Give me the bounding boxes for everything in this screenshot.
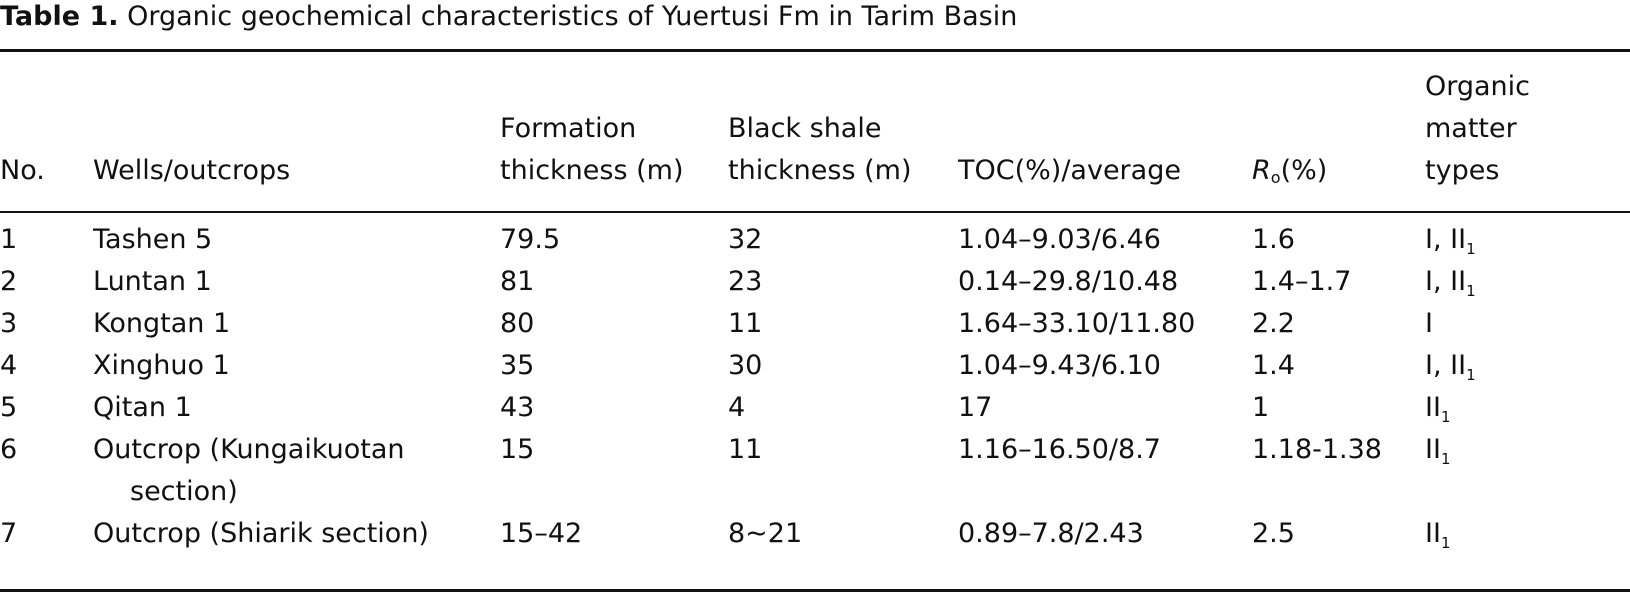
row6-formation: 15: [500, 434, 535, 465]
row4-shale: 30: [728, 350, 763, 381]
row1-well: Tashen 5: [93, 224, 213, 255]
row3-well: Kongtan 1: [93, 308, 231, 339]
row1-no: 1: [0, 224, 18, 255]
row7-formation: 15–42: [500, 518, 583, 549]
row2-toc: 0.14–29.8/10.48: [958, 266, 1179, 297]
row1-toc: 1.04–9.03/6.46: [958, 224, 1161, 255]
row2-om-main: I, II: [1425, 266, 1467, 297]
row1-om-main: I, II: [1425, 224, 1467, 255]
row3-no: 3: [0, 308, 18, 339]
row1-om: I, II1: [1425, 219, 1476, 270]
table-title: Organic geochemical characteristics of Y…: [127, 1, 1018, 32]
row5-om: II1: [1425, 387, 1450, 438]
header-rule: [0, 211, 1630, 213]
row1-formation: 79.5: [500, 224, 561, 255]
row5-no: 5: [0, 392, 18, 423]
row4-om-main: I, II: [1425, 350, 1467, 381]
row1-ro: 1.6: [1252, 224, 1295, 255]
row3-toc: 1.64–33.10/11.80: [958, 308, 1196, 339]
header-formation-line2: thickness (m): [500, 155, 684, 186]
header-no: No.: [0, 155, 45, 186]
bottom-rule: [0, 589, 1630, 592]
row7-toc: 0.89–7.8/2.43: [958, 518, 1144, 549]
row6-om: II1: [1425, 429, 1450, 480]
top-rule: [0, 49, 1630, 52]
row3-om-main: I: [1425, 308, 1433, 339]
row5-ro: 1: [1252, 392, 1270, 423]
row5-om-main: II: [1425, 392, 1441, 423]
row4-toc: 1.04–9.43/6.10: [958, 350, 1161, 381]
header-ro: Ro(%): [1252, 150, 1327, 199]
header-shale-line2: thickness (m): [728, 155, 912, 186]
row6-om-subscript: 1: [1440, 450, 1451, 468]
row6-om-main: II: [1425, 434, 1441, 465]
header-formation-line1: Formation: [500, 113, 637, 144]
header-toc: TOC(%)/average: [958, 155, 1181, 186]
row4-well: Xinghuo 1: [93, 350, 230, 381]
header-om-line1: Organic: [1425, 71, 1531, 102]
row7-om-subscript: 1: [1440, 534, 1451, 552]
row6-well: Outcrop (Kungaikuotan: [93, 434, 405, 465]
header-shale-line1: Black shale: [728, 113, 882, 144]
row7-ro: 2.5: [1252, 518, 1295, 549]
header-ro-unit: (%): [1280, 155, 1328, 186]
row4-om: I, II1: [1425, 345, 1476, 396]
header-wells: Wells/outcrops: [93, 155, 291, 186]
row6-no: 6: [0, 434, 18, 465]
header-ro-symbol: R: [1252, 155, 1271, 186]
row5-om-subscript: 1: [1440, 408, 1451, 426]
row1-om-subscript: 1: [1466, 240, 1476, 258]
row6-toc: 1.16–16.50/8.7: [958, 434, 1161, 465]
row7-no: 7: [0, 518, 18, 549]
row2-om-subscript: 1: [1466, 282, 1476, 300]
row3-om: I: [1425, 303, 1433, 354]
row1-shale: 32: [728, 224, 763, 255]
row7-well: Outcrop (Shiarik section): [93, 518, 429, 549]
row7-om: II1: [1425, 513, 1450, 564]
row3-ro: 2.2: [1252, 308, 1295, 339]
row2-ro: 1.4–1.7: [1252, 266, 1352, 297]
header-om-line3: types: [1425, 155, 1500, 186]
table-caption: Table 1. Organic geochemical characteris…: [0, 0, 1017, 34]
row4-ro: 1.4: [1252, 350, 1295, 381]
row2-formation: 81: [500, 266, 535, 297]
row2-well: Luntan 1: [93, 266, 212, 297]
table-label: Table 1.: [0, 1, 119, 32]
row6-shale: 11: [728, 434, 763, 465]
row5-toc: 17: [958, 392, 993, 423]
row5-shale: 4: [728, 392, 746, 423]
row7-om-main: II: [1425, 518, 1441, 549]
row6-ro: 1.18-1.38: [1252, 434, 1382, 465]
row2-no: 2: [0, 266, 18, 297]
row4-no: 4: [0, 350, 18, 381]
row7-shale: 8∼21: [728, 518, 803, 549]
row3-shale: 11: [728, 308, 763, 339]
row5-well: Qitan 1: [93, 392, 192, 423]
row4-om-subscript: 1: [1466, 366, 1476, 384]
row5-formation: 43: [500, 392, 535, 423]
header-om-line2: matter: [1425, 113, 1517, 144]
row2-shale: 23: [728, 266, 763, 297]
row4-formation: 35: [500, 350, 535, 381]
row3-formation: 80: [500, 308, 535, 339]
row6-well-continued: section): [130, 476, 238, 507]
row2-om: I, II1: [1425, 261, 1476, 312]
header-ro-subscript: o: [1270, 168, 1281, 187]
